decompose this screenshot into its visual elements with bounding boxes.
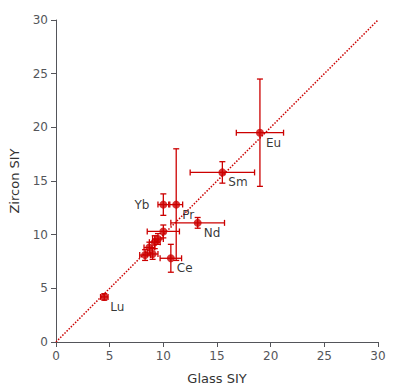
svg-text:0: 0 [40,335,48,349]
svg-text:Zircon SIY: Zircon SIY [7,148,22,213]
svg-text:Nd: Nd [204,226,221,240]
svg-text:Pr: Pr [182,208,194,222]
svg-text:Lu: Lu [110,300,124,314]
svg-text:20: 20 [263,349,278,363]
svg-text:Sm: Sm [228,175,247,189]
svg-text:Ce: Ce [177,261,193,275]
svg-text:15: 15 [209,349,224,363]
svg-text:25: 25 [317,349,332,363]
svg-text:20: 20 [33,120,48,134]
svg-text:25: 25 [33,67,48,81]
svg-text:5: 5 [106,349,114,363]
svg-text:10: 10 [33,228,48,242]
svg-text:Yb: Yb [133,198,149,212]
svg-text:30: 30 [33,13,48,27]
svg-text:Glass SIY: Glass SIY [187,371,246,386]
svg-text:10: 10 [156,349,171,363]
svg-text:0: 0 [52,349,60,363]
svg-text:5: 5 [40,281,48,295]
svg-text:30: 30 [370,349,385,363]
svg-text:15: 15 [33,174,48,188]
svg-text:Eu: Eu [266,136,281,150]
